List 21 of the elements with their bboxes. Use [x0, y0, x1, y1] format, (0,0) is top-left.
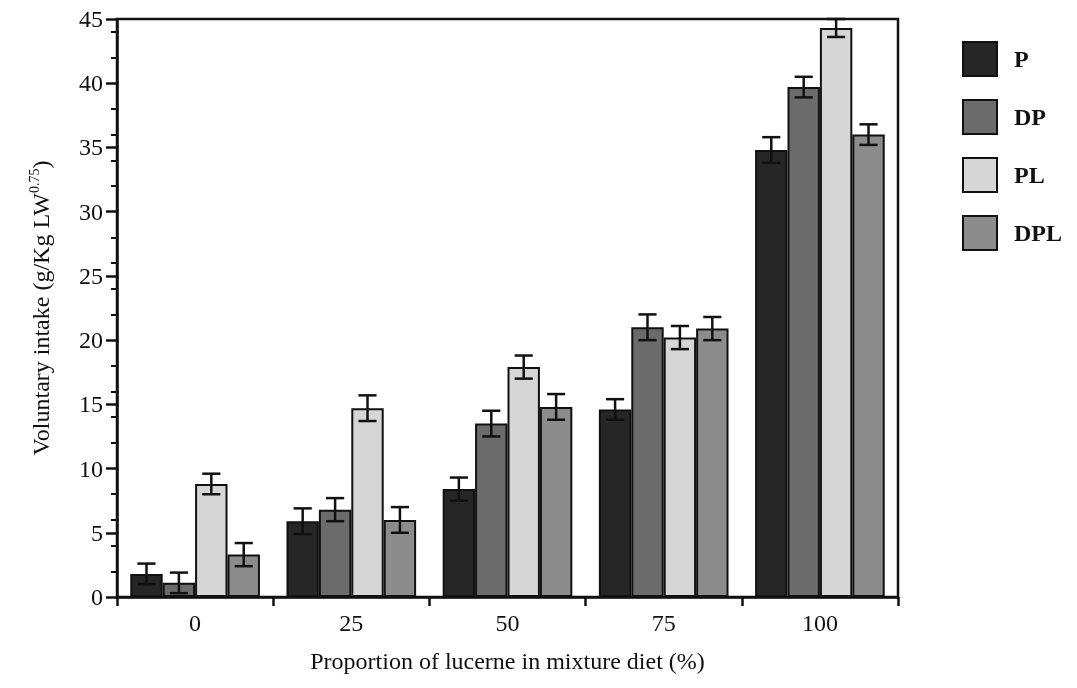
x-tick-label: 100	[801, 610, 838, 636]
y-tick-label: 25	[79, 262, 103, 289]
y-tick-label: 35	[79, 134, 103, 161]
legend-label: P	[1014, 46, 1029, 72]
y-tick-label: 5	[91, 519, 103, 546]
y-tick-label: 15	[79, 391, 103, 418]
x-tick-label: 25	[339, 610, 364, 636]
legend-label: DP	[1014, 104, 1046, 130]
x-tick-label: 50	[495, 610, 520, 636]
y-tick-label: 10	[79, 455, 103, 482]
y-tick-label: 45	[79, 6, 103, 32]
legend-label: DPL	[1014, 220, 1062, 246]
y-axis-title: Voluntary intake (g/Kg LW0.75)	[26, 160, 54, 456]
y-tick-label: 40	[79, 70, 103, 97]
y-tick-label: 0	[91, 584, 103, 610]
x-axis-title: Proportion of lucerne in mixture diet (%)	[310, 648, 705, 674]
y-tick-label: 20	[79, 327, 103, 354]
y-tick-label: 30	[79, 198, 103, 225]
x-tick-label: 75	[651, 610, 676, 636]
legend-label: PL	[1014, 162, 1045, 188]
x-tick-label: 0	[189, 610, 202, 636]
